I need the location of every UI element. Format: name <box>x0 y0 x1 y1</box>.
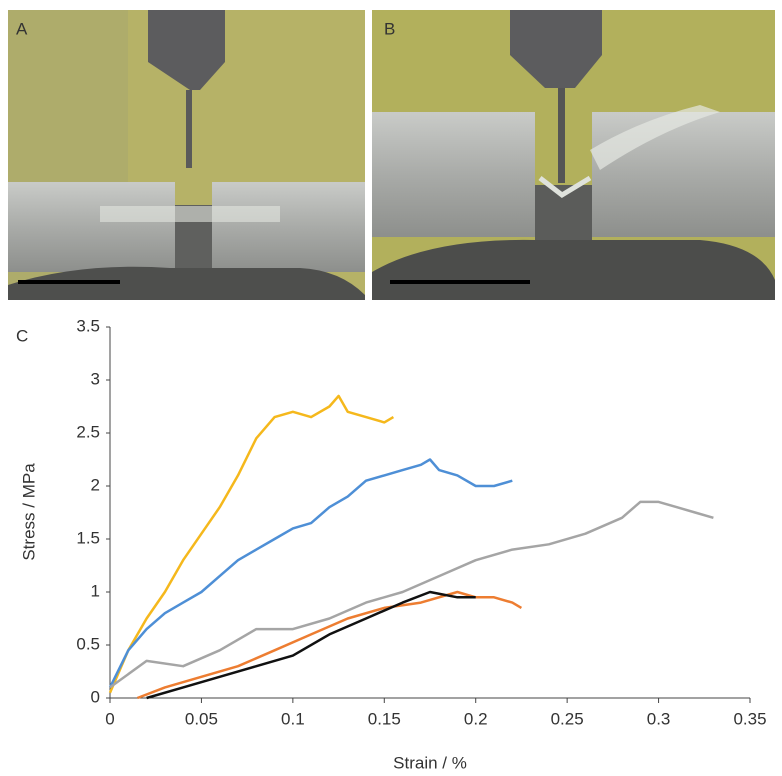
x-tick-label: 0 <box>105 709 114 728</box>
x-tick-label: 0.2 <box>464 709 488 728</box>
series-line <box>108 458 513 688</box>
x-tick-label: 0.05 <box>185 709 218 728</box>
x-tick-label: 0.3 <box>647 709 671 728</box>
x-tick-label: 0.1 <box>281 709 305 728</box>
y-tick-label: 1.5 <box>76 528 100 547</box>
y-tick-label: 2 <box>91 475 100 494</box>
series-line <box>146 590 476 700</box>
y-tick-label: 3.5 <box>76 316 100 335</box>
series-line <box>108 394 395 694</box>
series-line <box>109 500 714 689</box>
x-tick-label: 0.25 <box>551 709 584 728</box>
x-axis-title: Strain / % <box>393 753 467 772</box>
x-tick-label: 0.35 <box>733 709 766 728</box>
y-tick-label: 3 <box>91 369 100 388</box>
photo-a <box>8 10 365 300</box>
x-tick-label: 0.15 <box>368 709 401 728</box>
y-tick-label: 2.5 <box>76 422 100 441</box>
y-tick-label: 0.5 <box>76 634 100 653</box>
panel-label: B <box>384 19 395 38</box>
panel-label: C <box>16 326 28 345</box>
y-axis-title: Stress / MPa <box>19 463 38 561</box>
series-line <box>136 590 523 700</box>
y-tick-label: 0 <box>91 687 100 706</box>
panel-label: A <box>16 19 28 38</box>
photo-b <box>372 10 775 300</box>
y-tick-label: 1 <box>91 581 100 600</box>
